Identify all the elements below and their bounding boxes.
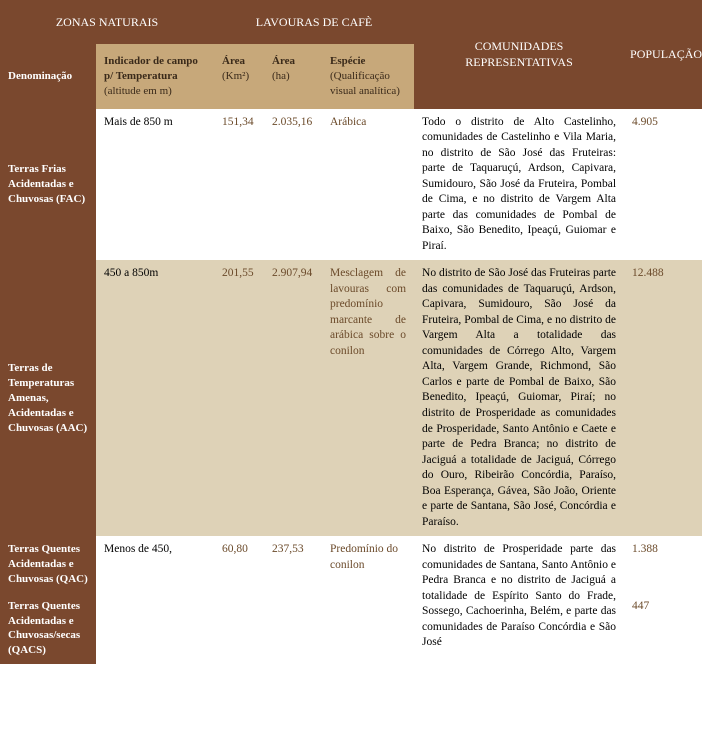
hdr-zonas: ZONAS NATURAIS [0, 0, 214, 44]
subhdr-denom: Denominação [0, 44, 96, 109]
cell-populacao: 4.905 [624, 109, 702, 261]
subhdr-area-ha: Área (ha) [264, 44, 322, 109]
subhdr-indicador: Indicador de campo p/ Temperatura (altit… [96, 44, 214, 109]
cell-denom: Terras de Temperaturas Amenas, Acidentad… [0, 260, 96, 536]
cell-denom: Terras Frias Acidentadas e Chuvosas (FAC… [0, 109, 96, 261]
cell-comunidades: No distrito de Prosperidade parte das co… [414, 536, 624, 664]
subhdr-especie-light: (Qualificação visual analítica) [330, 70, 400, 97]
cell-populacao: 1.388 [624, 536, 702, 593]
subhdr-especie-bold: Espécie [330, 55, 365, 67]
table-row: Terras Frias Acidentadas e Chuvosas (FAC… [0, 109, 702, 261]
cell-especie: Mesclagem de lavouras com predomínio mar… [322, 260, 414, 536]
subhdr-area-km-bold: Área [222, 55, 245, 67]
header-row-top: ZONAS NATURAIS LAVOURAS DE CAFÈ COMUNIDA… [0, 0, 702, 44]
subhdr-indicador-bold: Indicador de campo p/ Temperatura [104, 55, 198, 82]
subhdr-indicador-light: (altitude em m) [104, 85, 172, 97]
cell-indicador: Mais de 850 m [96, 109, 214, 261]
cell-area-ha: 2.907,94 [264, 260, 322, 536]
cell-indicador: Menos de 450, [96, 536, 214, 664]
hdr-populacao: POPULAÇÃO [624, 0, 702, 109]
cell-area-km: 151,34 [214, 109, 264, 261]
zonas-table: ZONAS NATURAIS LAVOURAS DE CAFÈ COMUNIDA… [0, 0, 702, 664]
cell-comunidades: Todo o distrito de Alto Castelinho, comu… [414, 109, 624, 261]
cell-populacao: 447 [624, 593, 702, 664]
hdr-comunidades: COMUNIDADES REPRESENTATIVAS [414, 0, 624, 109]
cell-denom: Terras Quentes Acidentadas e Chuvosas/se… [0, 593, 96, 664]
subhdr-area-ha-bold: Área [272, 55, 295, 67]
cell-denom: Terras Quentes Acidentadas e Chuvosas (Q… [0, 536, 96, 593]
table-row: Terras Quentes Acidentadas e Chuvosas (Q… [0, 536, 702, 593]
table-row: Terras de Temperaturas Amenas, Acidentad… [0, 260, 702, 536]
cell-area-km: 60,80 [214, 536, 264, 664]
cell-area-km: 201,55 [214, 260, 264, 536]
cell-comunidades: No distrito de São José das Fruteiras pa… [414, 260, 624, 536]
subhdr-area-km: Área (Km²) [214, 44, 264, 109]
cell-populacao: 12.488 [624, 260, 702, 536]
hdr-lavouras: LAVOURAS DE CAFÈ [214, 0, 414, 44]
cell-area-ha: 2.035,16 [264, 109, 322, 261]
subhdr-especie: Espécie (Qualificação visual analítica) [322, 44, 414, 109]
subhdr-area-km-light: (Km²) [222, 70, 249, 82]
subhdr-area-ha-light: (ha) [272, 70, 290, 82]
cell-indicador: 450 a 850m [96, 260, 214, 536]
cell-area-ha: 237,53 [264, 536, 322, 664]
cell-especie: Arábica [322, 109, 414, 261]
cell-especie: Predomínio do conilon [322, 536, 414, 664]
